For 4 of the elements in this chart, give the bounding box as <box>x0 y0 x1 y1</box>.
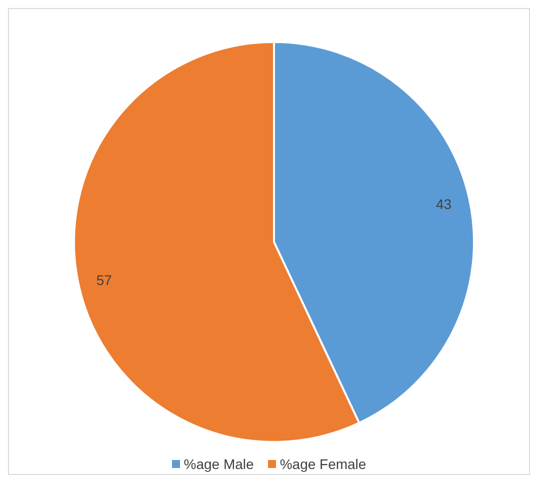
data-label: 57 <box>96 272 112 288</box>
legend-label: %age Male <box>182 456 254 472</box>
legend-label: %age Female <box>278 456 366 472</box>
data-label: 43 <box>436 196 452 212</box>
